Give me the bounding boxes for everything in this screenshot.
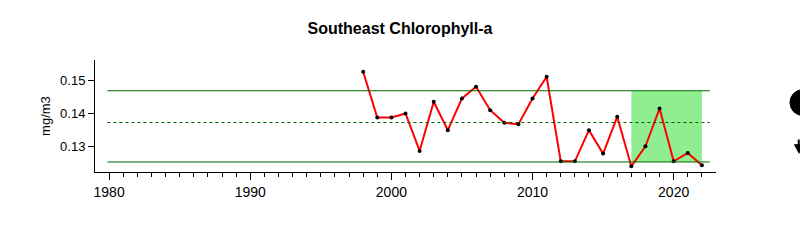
svg-text:2020: 2020 bbox=[658, 184, 689, 200]
svg-text:1980: 1980 bbox=[94, 184, 125, 200]
svg-text:mg/m3: mg/m3 bbox=[38, 96, 53, 136]
svg-text:0.14: 0.14 bbox=[60, 106, 85, 121]
svg-text:1990: 1990 bbox=[235, 184, 266, 200]
svg-text:Southeast Chlorophyll-a: Southeast Chlorophyll-a bbox=[308, 20, 493, 37]
svg-text:2000: 2000 bbox=[376, 184, 407, 200]
svg-text:0.15: 0.15 bbox=[60, 73, 85, 88]
svg-text:2010: 2010 bbox=[517, 184, 548, 200]
svg-text:0.13: 0.13 bbox=[60, 139, 85, 154]
